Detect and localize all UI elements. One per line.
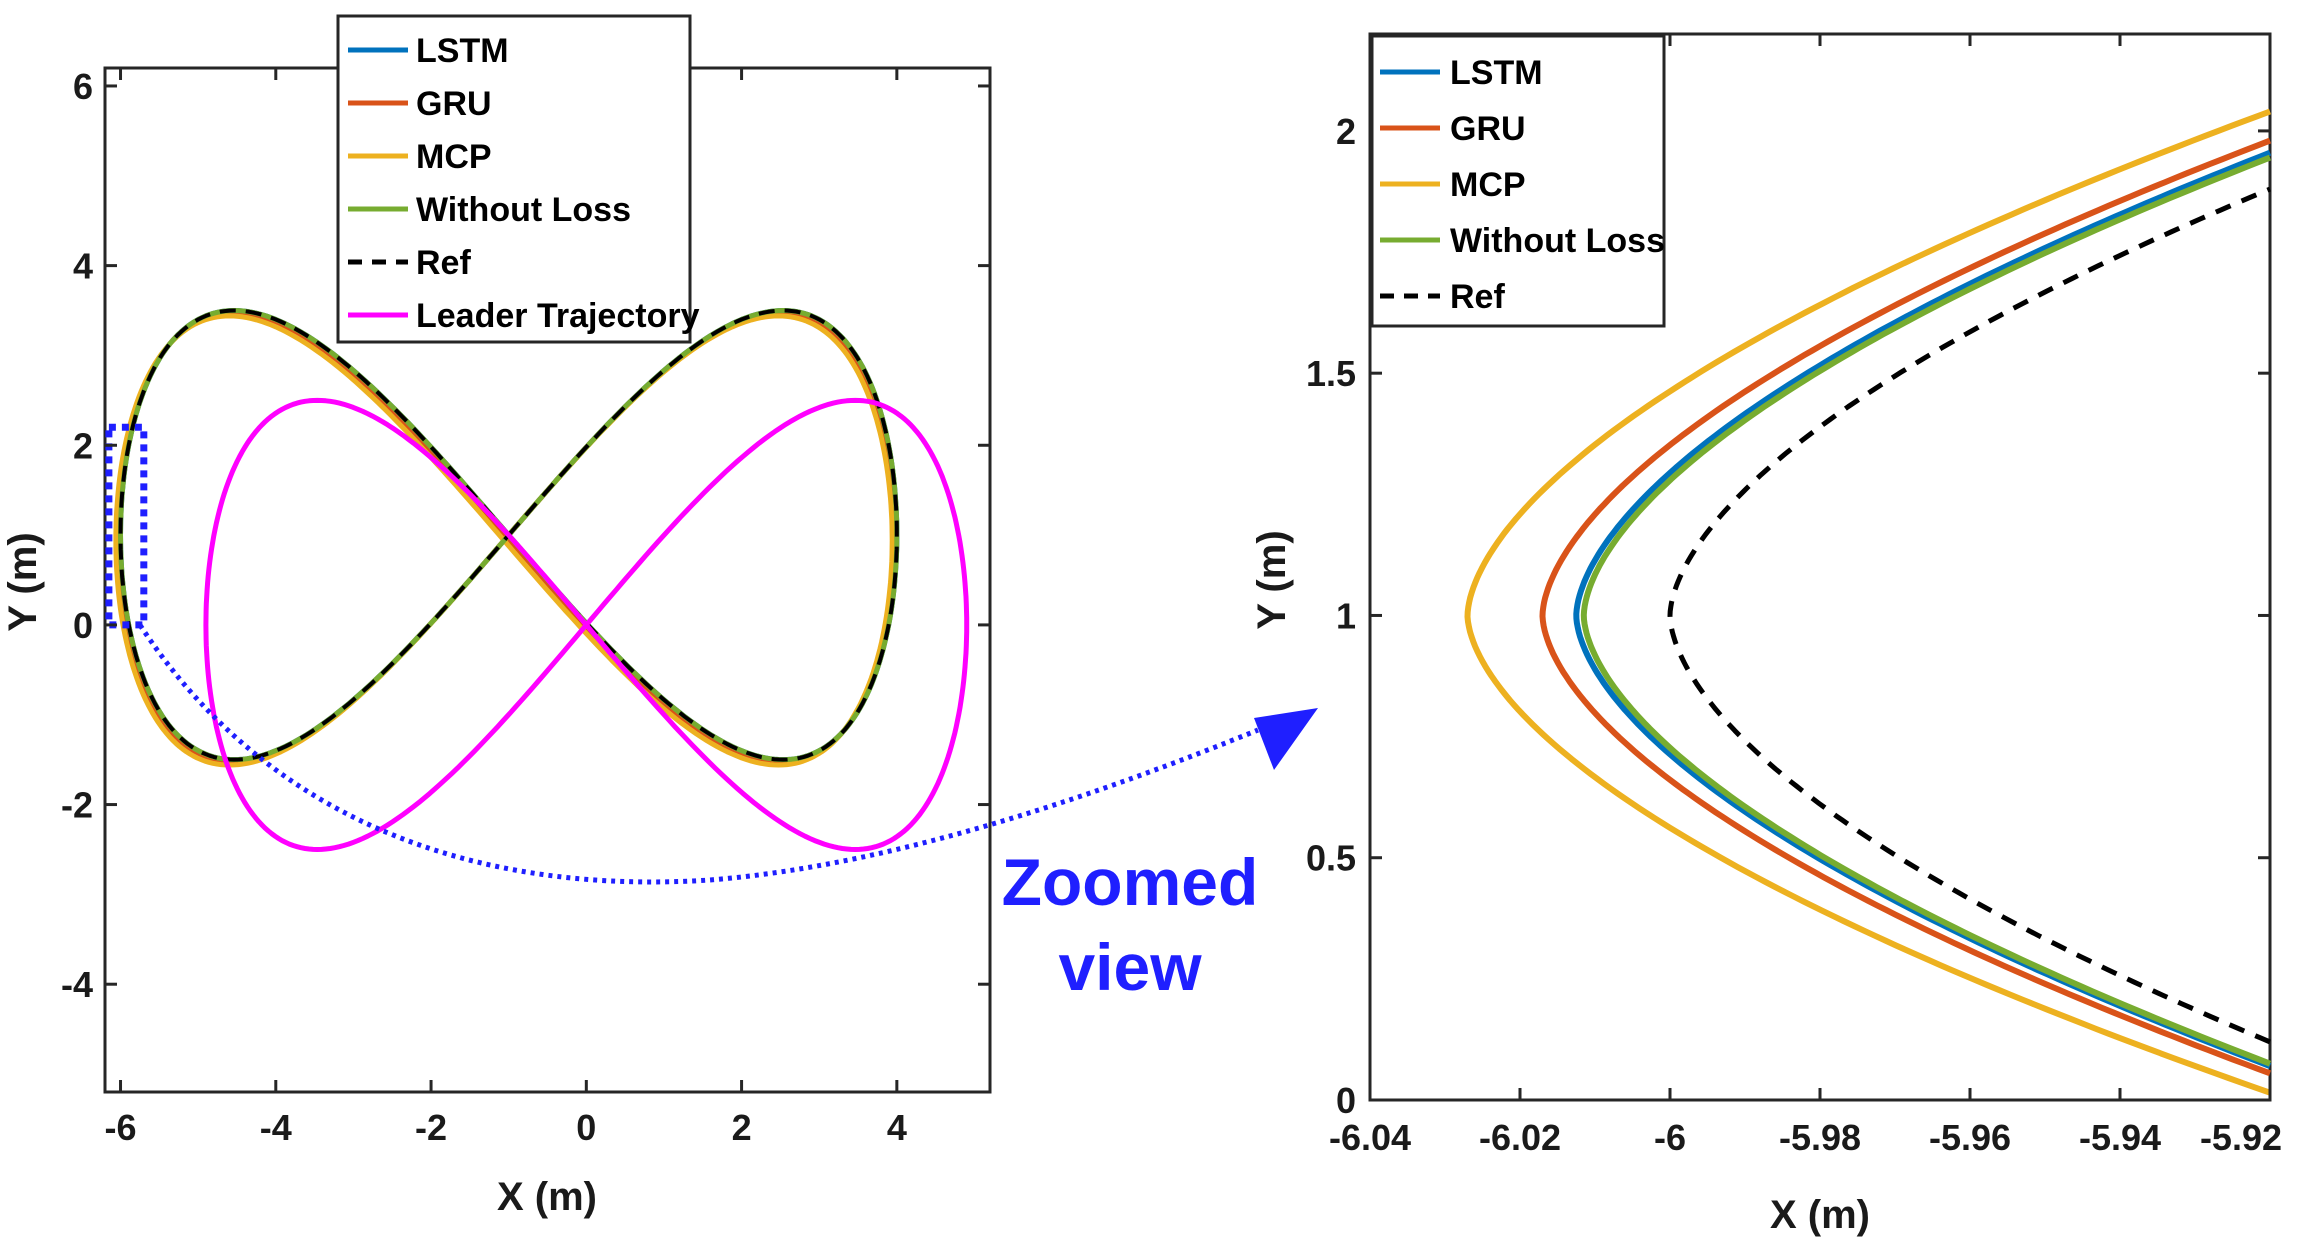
main-x-tick-label: -2 xyxy=(415,1107,447,1148)
main-y-tick-label: 6 xyxy=(73,66,93,107)
zoom-x-tick-label: -6.02 xyxy=(1479,1117,1561,1158)
main-legend-label-lstm: LSTM xyxy=(416,32,509,70)
main-legend-label-without-loss: Without Loss xyxy=(416,191,631,229)
zoom-legend-label-gru: GRU xyxy=(1450,110,1526,148)
zoom-y-tick-label: 2 xyxy=(1336,111,1356,152)
zoom-y-tick-label: 1 xyxy=(1336,595,1356,636)
zoom-x-tick-label: -6 xyxy=(1654,1117,1686,1158)
zoom-y-tick-label: 0.5 xyxy=(1306,838,1356,879)
main-y-axis-title: Y (m) xyxy=(1,532,45,631)
main-x-tick-label: 0 xyxy=(576,1107,596,1148)
main-x-tick-label: 4 xyxy=(887,1107,907,1148)
main-legend-label-mcp: MCP xyxy=(416,138,492,176)
zoom-x-tick-label: -6.04 xyxy=(1329,1117,1411,1158)
zoom-legend-label-without-loss: Without Loss xyxy=(1450,222,1665,260)
zoom-x-tick-label: -5.94 xyxy=(2079,1117,2161,1158)
main-y-tick-label: 0 xyxy=(73,605,93,646)
main-legend: LSTM GRU MCP Without Loss Ref Leader Trajecto… xyxy=(336,14,700,344)
zoom-legend-label-mcp: MCP xyxy=(1450,166,1526,204)
zoom-y-tick-label: 1.5 xyxy=(1306,353,1356,394)
main-series-leader-trajectory xyxy=(203,397,970,852)
callout-text-line1: Zoomed xyxy=(1002,845,1259,919)
zoom-x-axis-title: X (m) xyxy=(1770,1193,1870,1237)
zoom-series-lstm xyxy=(1573,149,2272,1069)
zoom-legend-label-lstm: LSTM xyxy=(1450,54,1543,92)
zoom-x-tick-label: -5.92 xyxy=(2200,1117,2282,1158)
main-legend-label-leader-trajectory: Leader Trajectory xyxy=(416,297,700,335)
zoom-x-tick-label: -5.96 xyxy=(1929,1117,2011,1158)
callout-arrowhead xyxy=(1254,708,1318,770)
zoom-series-group xyxy=(1464,108,2272,1096)
main-zoom-box-rect xyxy=(105,423,148,629)
zoom-y-axis-title: Y (m) xyxy=(1250,530,1294,629)
callout-text-line2: view xyxy=(1058,930,1202,1004)
zoom-legend-box xyxy=(1370,34,1666,328)
main-legend-box xyxy=(336,14,692,344)
main-y-tick-label: -2 xyxy=(61,785,93,826)
zoom-series-ref xyxy=(1667,186,2271,1045)
zoom-x-tick-label: -5.98 xyxy=(1779,1117,1861,1158)
zoom-y-tick-label: 0 xyxy=(1336,1080,1356,1121)
main-x-tick-label: 2 xyxy=(732,1107,752,1148)
zoom-series-without-loss xyxy=(1580,154,2272,1067)
main-x-tick-label: -6 xyxy=(105,1107,137,1148)
zoom-y-ticks: 0 0.5 1 1.5 2 xyxy=(1306,111,2270,1121)
zoom-legend: LSTM GRU MCP Without Loss Ref xyxy=(1370,34,1666,328)
main-y-tick-label: 4 xyxy=(73,246,93,287)
main-legend-label-gru: GRU xyxy=(416,85,492,123)
zoom-x-ticks: -6.04 -6.02 -6 -5.98 -5.96 -5.94 -5.92 xyxy=(1329,34,2282,1158)
zoom-legend-label-ref: Ref xyxy=(1450,278,1505,316)
main-zoom-box xyxy=(105,423,148,629)
zoom-series-mcp xyxy=(1464,108,2272,1096)
zoom-callout: Zoomed view xyxy=(137,623,1318,1004)
main-y-tick-label: -4 xyxy=(61,964,93,1005)
main-x-tick-label: -4 xyxy=(260,1107,292,1148)
main-legend-label-ref: Ref xyxy=(416,244,471,282)
main-x-axis-title: X (m) xyxy=(497,1175,597,1219)
main-series-group xyxy=(113,308,970,852)
main-y-tick-label: 2 xyxy=(73,425,93,466)
main-y-ticks: -4 -2 0 2 4 6 xyxy=(61,66,990,1005)
zoom-series-gru xyxy=(1539,137,2272,1077)
callout-arrow xyxy=(137,623,1259,885)
